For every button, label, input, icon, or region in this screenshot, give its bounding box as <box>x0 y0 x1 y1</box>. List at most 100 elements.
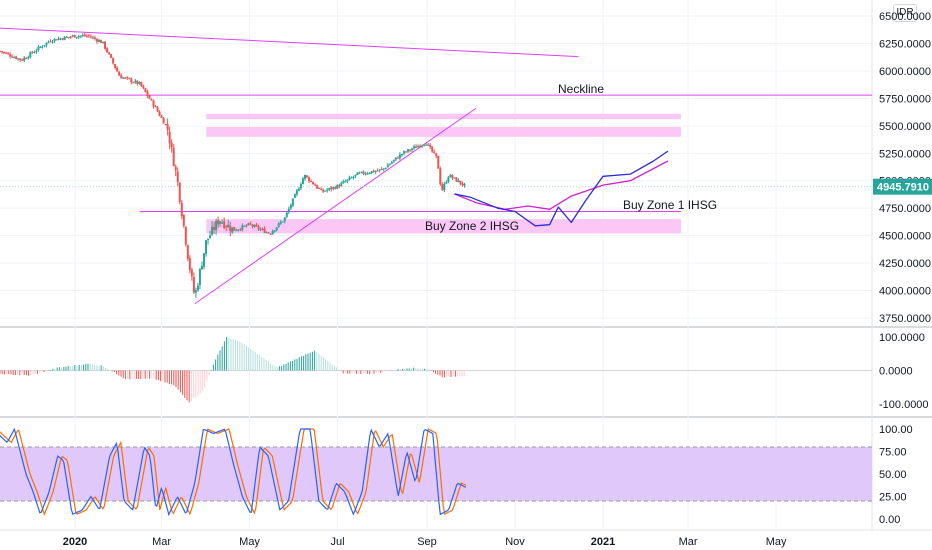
candle <box>104 41 107 51</box>
candle-body <box>0 50 1 52</box>
candle-body <box>130 78 133 83</box>
candle <box>336 184 339 190</box>
candle <box>37 45 40 52</box>
candle <box>176 167 179 187</box>
candle <box>239 227 242 232</box>
candle-body <box>19 58 22 60</box>
candle <box>75 36 78 40</box>
candle-body <box>314 184 317 186</box>
candle <box>182 214 185 228</box>
candle-body <box>287 208 290 213</box>
candle-body <box>293 194 296 198</box>
candle <box>297 186 300 192</box>
buy-zone-rect <box>206 113 681 120</box>
candle <box>429 143 432 150</box>
candle <box>35 48 38 55</box>
price-tick-label: 4250.0000 <box>879 258 931 270</box>
currency-badge[interactable]: IDR <box>893 4 917 22</box>
candle <box>427 142 430 147</box>
candle <box>215 218 218 235</box>
candle <box>170 139 173 153</box>
axes: 6500.0000 6250.0000 6000.0000 5750.0000 5500… <box>63 11 932 548</box>
candle <box>108 51 111 56</box>
buy-zones <box>206 113 681 234</box>
candle-body <box>398 154 401 159</box>
candle <box>421 144 424 149</box>
candle-body <box>330 187 333 190</box>
support-trendline <box>194 107 477 305</box>
candle <box>386 162 389 168</box>
candle-body <box>283 217 286 222</box>
candle-body <box>172 147 175 166</box>
candle <box>188 255 191 274</box>
candle <box>439 166 442 186</box>
candle-body <box>277 223 280 227</box>
candle <box>376 168 379 172</box>
candle <box>114 63 117 70</box>
candle <box>461 181 464 187</box>
candle <box>277 222 280 228</box>
candle-body <box>461 183 464 186</box>
candle-body <box>85 35 88 37</box>
candle-body <box>392 159 395 162</box>
candle <box>209 230 212 239</box>
candle <box>63 36 66 41</box>
candle-body <box>299 184 302 189</box>
candle-body <box>104 41 107 49</box>
candlestick-series <box>0 32 466 298</box>
candle <box>25 57 28 60</box>
candle-body <box>318 187 321 189</box>
price-tick-label: 6000.0000 <box>879 66 931 78</box>
candle-body <box>301 178 304 185</box>
candle <box>251 223 254 229</box>
upper-trendline <box>0 27 579 58</box>
candle <box>196 283 199 292</box>
candle-body <box>63 36 66 41</box>
price-tick-label: 5500.0000 <box>879 121 931 133</box>
candle <box>267 231 270 234</box>
candle-body <box>47 41 50 43</box>
candle-body <box>310 181 313 183</box>
candle <box>166 118 169 136</box>
candle-body <box>245 225 248 227</box>
candle-body <box>73 34 76 38</box>
time-tick-label: Nov <box>505 536 525 548</box>
candle <box>162 116 165 124</box>
candle <box>172 144 175 167</box>
candle-body <box>99 40 102 43</box>
candle-body <box>209 235 212 239</box>
candle-body <box>411 148 414 150</box>
candle-body <box>77 35 80 38</box>
candle <box>269 233 272 236</box>
candle-body <box>328 187 331 190</box>
candle-body <box>53 38 56 42</box>
drawing-lines <box>0 27 872 305</box>
candle-body <box>402 151 405 154</box>
candle-body <box>11 56 14 58</box>
time-tick-label: 2021 <box>591 536 615 548</box>
candle-body <box>451 175 454 179</box>
candle-body <box>447 177 450 182</box>
candle-body <box>295 190 298 195</box>
candle-body <box>192 277 195 293</box>
candle-body <box>184 226 187 245</box>
candle <box>126 76 129 80</box>
candle-body <box>233 226 236 231</box>
candle-body <box>120 75 123 79</box>
candle-body <box>400 153 403 155</box>
candle <box>158 110 161 117</box>
candle-body <box>382 168 385 170</box>
candle-body <box>386 165 389 168</box>
candle-body <box>59 38 62 40</box>
candle-body <box>23 57 26 61</box>
candle <box>57 36 60 41</box>
candle <box>223 217 226 230</box>
candle <box>271 229 274 235</box>
candle <box>5 51 8 54</box>
candle <box>457 178 460 183</box>
candle-body <box>342 181 345 183</box>
candle <box>59 37 62 41</box>
candle <box>285 211 288 219</box>
candle-body <box>279 222 282 224</box>
